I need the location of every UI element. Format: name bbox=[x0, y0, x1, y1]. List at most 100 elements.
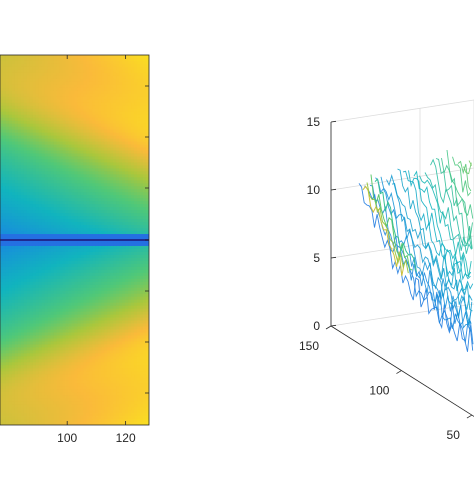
heatmap-cell bbox=[62, 123, 66, 128]
heatmap-cell bbox=[5, 162, 10, 166]
heatmap-cell bbox=[77, 269, 81, 274]
heatmap-cell bbox=[71, 368, 75, 372]
heatmap-cell bbox=[113, 389, 117, 393]
heatmap-cell bbox=[110, 216, 114, 220]
heatmap-cell bbox=[38, 296, 43, 301]
heatmap-cell bbox=[77, 398, 81, 402]
heatmap-cell bbox=[110, 123, 114, 128]
heatmap-cell bbox=[50, 278, 55, 283]
heatmap-cell bbox=[0, 69, 4, 74]
heatmap-cell bbox=[104, 186, 108, 190]
heatmap-cell bbox=[0, 395, 4, 399]
heatmap-cell bbox=[20, 99, 25, 104]
heatmap-cell bbox=[2, 311, 7, 315]
heatmap-cell bbox=[53, 228, 58, 232]
heatmap-cell bbox=[56, 171, 60, 175]
heatmap-cell bbox=[50, 314, 55, 318]
heatmap-cell bbox=[101, 231, 105, 235]
heatmap-cell bbox=[17, 347, 22, 351]
heatmap-cell bbox=[71, 242, 75, 247]
heatmap-cell bbox=[17, 72, 22, 77]
heatmap-cell bbox=[2, 216, 7, 220]
heatmap-cell bbox=[101, 299, 105, 304]
heatmap-cell bbox=[47, 55, 52, 59]
heatmap-cell bbox=[32, 108, 37, 113]
heatmap-cell bbox=[101, 413, 105, 417]
heatmap-cell bbox=[59, 332, 63, 336]
heatmap-cell bbox=[77, 311, 81, 315]
heatmap-cell bbox=[50, 171, 55, 175]
heatmap-cell bbox=[44, 63, 49, 68]
heatmap-cell bbox=[44, 371, 49, 375]
heatmap-cell bbox=[32, 81, 37, 86]
heatmap-cell bbox=[53, 398, 58, 402]
heatmap-cell bbox=[35, 96, 40, 101]
heatmap-cell bbox=[116, 353, 120, 357]
heatmap-cell bbox=[101, 338, 105, 342]
heatmap-cell bbox=[74, 222, 78, 226]
heatmap-cell bbox=[11, 314, 16, 318]
heatmap-cell bbox=[5, 117, 10, 122]
heatmap-cell bbox=[68, 231, 72, 235]
heatmap-cell bbox=[65, 216, 69, 220]
heatmap-cell bbox=[71, 240, 75, 244]
heatmap-cell bbox=[0, 353, 4, 357]
heatmap-cell bbox=[62, 386, 66, 390]
heatmap-cell bbox=[83, 302, 87, 307]
heatmap-cell bbox=[32, 395, 37, 399]
heatmap-cell bbox=[89, 266, 93, 271]
heatmap-cell bbox=[26, 275, 31, 280]
heatmap-cell bbox=[20, 287, 25, 292]
heatmap-cell bbox=[50, 165, 55, 169]
heatmap-cell bbox=[29, 225, 34, 229]
heatmap-cell bbox=[110, 222, 114, 226]
heatmap-cell bbox=[41, 362, 46, 366]
heatmap-cell bbox=[0, 344, 4, 348]
heatmap-cell bbox=[83, 120, 87, 125]
heatmap-cell bbox=[95, 96, 99, 101]
heatmap-cell bbox=[0, 57, 4, 62]
heatmap-cell bbox=[59, 111, 63, 116]
heatmap-cell bbox=[8, 120, 13, 125]
heatmap-cell bbox=[74, 368, 78, 372]
heatmap-cell bbox=[62, 222, 66, 226]
heatmap-cell bbox=[62, 395, 66, 399]
heatmap-cell bbox=[29, 204, 34, 208]
heatmap-cell bbox=[92, 338, 96, 342]
heatmap-cell bbox=[68, 278, 72, 283]
heatmap-cell bbox=[2, 383, 7, 387]
heatmap-cell bbox=[2, 317, 7, 321]
heatmap-cell bbox=[113, 284, 117, 289]
heatmap-cell bbox=[116, 248, 120, 253]
heatmap-cell bbox=[65, 165, 69, 169]
heatmap-cell bbox=[62, 84, 66, 89]
heatmap-cell bbox=[68, 419, 72, 423]
heatmap-cell bbox=[32, 296, 37, 301]
heatmap-cell bbox=[104, 108, 108, 113]
heatmap-cell bbox=[32, 413, 37, 417]
heatmap-cell bbox=[23, 219, 28, 223]
heatmap-cell bbox=[35, 147, 40, 151]
heatmap-cell bbox=[41, 66, 46, 71]
heatmap-cell bbox=[95, 416, 99, 420]
heatmap-cell bbox=[71, 341, 75, 345]
heatmap-cell bbox=[8, 407, 13, 411]
heatmap-cell bbox=[26, 234, 31, 238]
heatmap-cell bbox=[86, 311, 90, 315]
heatmap-cell bbox=[14, 416, 19, 420]
heatmap-cell bbox=[119, 72, 123, 77]
heatmap-cell bbox=[5, 275, 10, 280]
heatmap-cell bbox=[107, 398, 111, 402]
heatmap-cell bbox=[59, 99, 63, 104]
heatmap-cell bbox=[116, 323, 120, 327]
heatmap-cell bbox=[11, 389, 16, 393]
heatmap-cell bbox=[41, 57, 46, 62]
heatmap-cell bbox=[110, 55, 114, 59]
heatmap-cell bbox=[53, 216, 58, 220]
heatmap-cell bbox=[47, 284, 52, 289]
heatmap-cell bbox=[32, 365, 37, 369]
heatmap-cell bbox=[11, 90, 16, 95]
heatmap-cell bbox=[74, 278, 78, 283]
heatmap-cell bbox=[86, 132, 90, 136]
heatmap-cell bbox=[101, 99, 105, 104]
